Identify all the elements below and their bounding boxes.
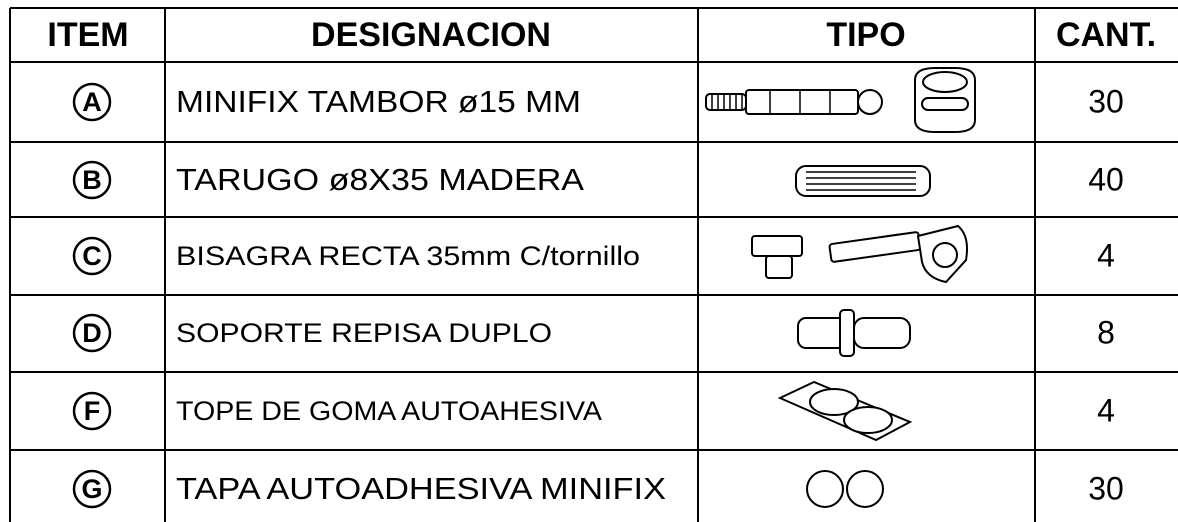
header-cell: CANT. [1056,16,1156,54]
header-cell: TIPO [826,16,905,54]
item-letter: A [82,87,102,117]
item-letter: B [82,165,102,195]
table-grid [9,7,1178,522]
item-circles [72,82,112,509]
item-letter: G [81,474,102,504]
item-letter: C [82,241,102,271]
designation: BISAGRA RECTA 35mm C/tornillo [176,241,640,271]
quantity: 4 [1097,392,1115,428]
icon-cover-caps [806,470,884,508]
icon-hinge [751,224,968,284]
icon-minifix [705,67,976,133]
designation: SOPORTE REPISA DUPLO [176,318,552,348]
designation: TARUGO ø8X35 MADERA [176,162,584,197]
quantity: 40 [1088,161,1124,197]
quantity: 8 [1097,314,1115,350]
quantity: 4 [1097,237,1115,273]
quantity: 30 [1088,83,1124,119]
header-cell: ITEM [47,16,128,54]
quantity: 30 [1088,470,1124,506]
designation: MINIFIX TAMBOR ø15 MM [176,84,581,119]
icon-shelf-support [797,309,911,357]
designation: TOPE DE GOMA AUTOAHESIVA [176,396,602,426]
icon-dowel [795,165,931,197]
header-cell: DESIGNACION [311,16,551,54]
icon-rubber-stop [777,380,913,442]
designation: TAPA AUTOADHESIVA MINIFIX [176,471,666,506]
item-letter: D [82,318,102,348]
item-letter: F [84,396,101,426]
